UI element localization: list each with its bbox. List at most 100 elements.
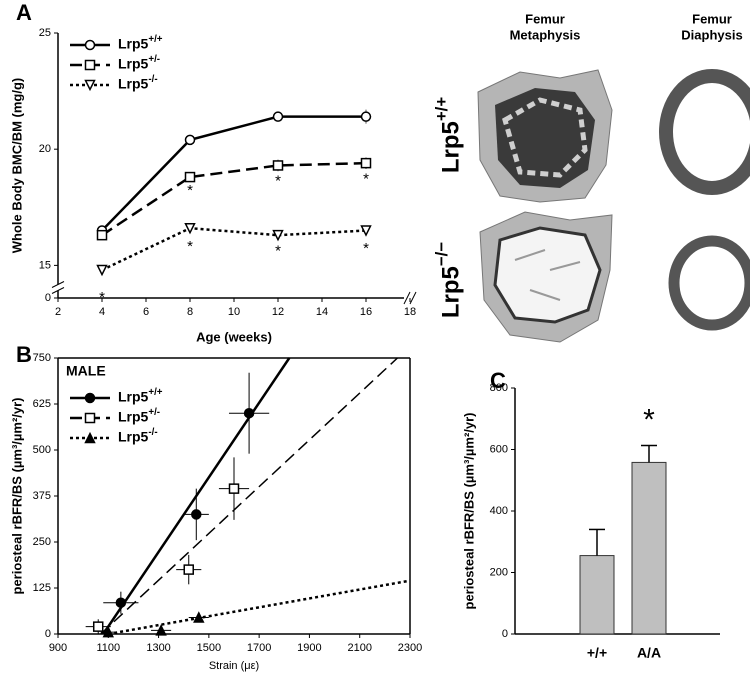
marker — [84, 392, 96, 404]
annotation: * — [643, 404, 655, 437]
marker — [191, 509, 202, 520]
bar — [579, 555, 615, 635]
marker — [184, 171, 196, 183]
y-tick-label: 0 — [502, 628, 508, 640]
annotation: * — [363, 240, 369, 257]
annotation: * — [187, 182, 193, 199]
y-axis-label: periosteal rBFR/BS (µm³/µm²/yr) — [9, 397, 24, 594]
x-tick-label: 14 — [316, 306, 328, 318]
legend-label: Lrp5-/- — [118, 427, 158, 445]
annotation: * — [363, 170, 369, 187]
y-tick-label: 500 — [33, 444, 51, 456]
trabeculae — [502, 97, 588, 178]
marker — [272, 160, 284, 171]
legend-label: Lrp5+/- — [118, 407, 160, 425]
y-tick-label: 20 — [39, 143, 51, 155]
marker — [84, 431, 96, 444]
bar — [631, 461, 667, 635]
annotation: * — [187, 238, 193, 255]
series-line — [101, 226, 367, 272]
marker — [228, 483, 240, 494]
marker — [92, 621, 104, 632]
x-tick-label: +/+ — [587, 645, 607, 661]
series-line — [101, 161, 367, 237]
x-axis-label: Strain (με) — [209, 660, 259, 672]
x-tick-label: 2300 — [398, 642, 422, 654]
fit-line — [108, 579, 411, 636]
panel-label: B — [16, 342, 32, 367]
x-tick-label: 1500 — [197, 642, 221, 654]
diaphysis-image — [668, 235, 750, 331]
marker — [184, 222, 196, 235]
fit-line — [100, 357, 398, 635]
trabecular-region — [493, 226, 602, 324]
y-axis-label: Whole Body BMC/BM (mg/g) — [9, 78, 24, 253]
marker — [84, 59, 96, 71]
marker — [96, 229, 108, 241]
x-tick-label: 4 — [99, 306, 105, 318]
marker — [96, 264, 108, 277]
marker — [184, 134, 196, 146]
legend-label: Lrp5+/+ — [118, 34, 163, 52]
x-axis-label: Age (weeks) — [196, 329, 272, 344]
y-tick-label: 375 — [33, 490, 51, 502]
marker — [183, 564, 194, 575]
x-tick-label: 16 — [360, 306, 372, 318]
x-tick-label: 12 — [272, 306, 284, 318]
marker — [84, 79, 96, 92]
y-tick-label: 200 — [490, 566, 508, 578]
y-tick-label: 625 — [33, 398, 51, 410]
y-axis-label: periosteal rBFR/BS (µm³/µm²/yr) — [461, 412, 476, 609]
column-label: Diaphysis — [681, 27, 742, 42]
trabeculae — [514, 249, 581, 301]
x-tick-label: 1100 — [96, 642, 120, 654]
axis-break-mark — [51, 281, 65, 288]
chart-title: MALE — [66, 363, 106, 379]
column-label: Femur — [692, 11, 732, 26]
legend-label: Lrp5-/- — [118, 74, 158, 92]
marker — [115, 597, 127, 608]
marker — [360, 225, 372, 237]
y-tick-label: 125 — [33, 582, 51, 594]
x-tick-label: 2 — [55, 306, 61, 318]
y-tick-label: 250 — [33, 536, 51, 548]
x-tick-label: 1300 — [146, 642, 170, 654]
y-tick-label: 800 — [490, 382, 508, 394]
panel-label: A — [16, 0, 32, 25]
marker — [243, 407, 255, 419]
x-tick-label: 18 — [404, 306, 416, 318]
x-tick-label: 1900 — [297, 642, 321, 654]
x-tick-label: 1700 — [247, 642, 271, 654]
x-tick-label: 10 — [228, 306, 240, 318]
x-tick-label: 6 — [143, 306, 149, 318]
micro-ct-images: Femur Metaphysis Femur Diaphysis Lrp5+/+… — [432, 11, 750, 343]
marker — [272, 229, 284, 242]
marker — [84, 412, 96, 424]
annotation: * — [275, 173, 281, 190]
diaphysis-image — [659, 69, 750, 195]
marker — [360, 157, 372, 169]
y-tick-label: 0 — [45, 292, 51, 304]
y-tick-label: 400 — [490, 505, 508, 517]
panel-label: C — [490, 368, 506, 393]
column-label: Femur — [525, 11, 565, 26]
x-tick-label: 8 — [187, 306, 193, 318]
annotation: * — [275, 242, 281, 259]
axis-break-mark — [51, 287, 65, 294]
row-label: Lrp5+/+ — [432, 97, 464, 173]
y-tick-label: 0 — [45, 628, 51, 640]
y-tick-label: 25 — [39, 27, 51, 39]
x-tick-label: 2100 — [347, 642, 371, 654]
annotation: * — [99, 289, 105, 306]
series-line — [101, 115, 366, 232]
marker — [155, 624, 167, 636]
row-label: Lrp5−/− — [432, 242, 464, 318]
column-label: Metaphysis — [510, 27, 581, 42]
marker — [84, 39, 96, 51]
legend-label: Lrp5+/+ — [118, 387, 163, 405]
marker — [360, 111, 372, 122]
axis-break-mark — [403, 291, 411, 305]
x-tick-label: 900 — [49, 642, 67, 654]
marker — [272, 111, 284, 122]
